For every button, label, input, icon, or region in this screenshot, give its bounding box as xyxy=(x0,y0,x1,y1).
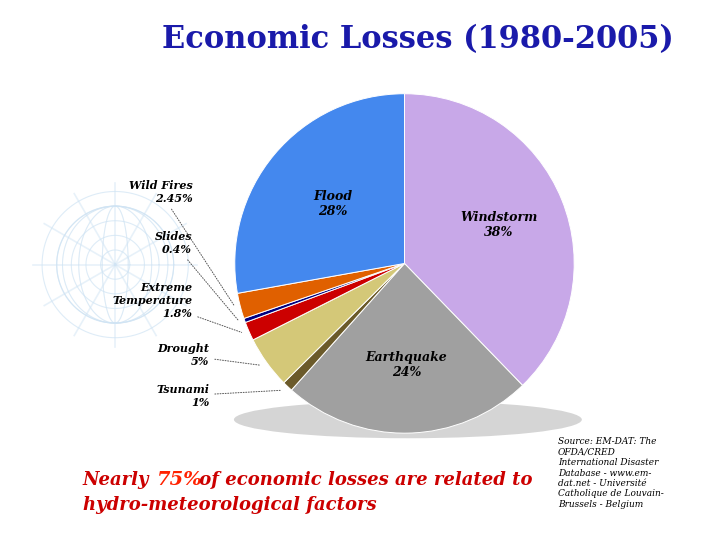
Wedge shape xyxy=(244,264,405,322)
Wedge shape xyxy=(246,264,405,340)
Wedge shape xyxy=(235,94,405,293)
Text: Earthquake
24%: Earthquake 24% xyxy=(366,351,447,379)
Text: of economic losses are related to: of economic losses are related to xyxy=(193,471,533,489)
Text: Nearly: Nearly xyxy=(83,471,156,489)
Text: Source: EM-DAT: The
OFDA/CRED
International Disaster
Database - www.em-
dat.net : Source: EM-DAT: The OFDA/CRED Internatio… xyxy=(558,437,664,509)
Text: hydro-meteorological factors: hydro-meteorological factors xyxy=(83,496,377,514)
Text: Economic Losses (1980-2005): Economic Losses (1980-2005) xyxy=(162,24,673,55)
Text: Drought
5%: Drought 5% xyxy=(157,343,260,367)
Text: Extreme
Temperature
1.8%: Extreme Temperature 1.8% xyxy=(112,282,242,333)
Text: 75%: 75% xyxy=(157,471,203,489)
Wedge shape xyxy=(253,264,405,383)
Text: Tsunami
1%: Tsunami 1% xyxy=(156,384,282,408)
Text: WMO
OMM: WMO OMM xyxy=(4,491,36,513)
Text: Slides
0.4%: Slides 0.4% xyxy=(155,231,238,320)
Wedge shape xyxy=(405,94,574,386)
Ellipse shape xyxy=(234,401,582,438)
Wedge shape xyxy=(284,264,405,390)
Text: Wild Fires
2.45%: Wild Fires 2.45% xyxy=(129,180,234,305)
Text: Windstorm
38%: Windstorm 38% xyxy=(460,211,538,239)
Text: Flood
28%: Flood 28% xyxy=(313,190,353,218)
Wedge shape xyxy=(292,264,523,433)
Wedge shape xyxy=(238,264,405,319)
